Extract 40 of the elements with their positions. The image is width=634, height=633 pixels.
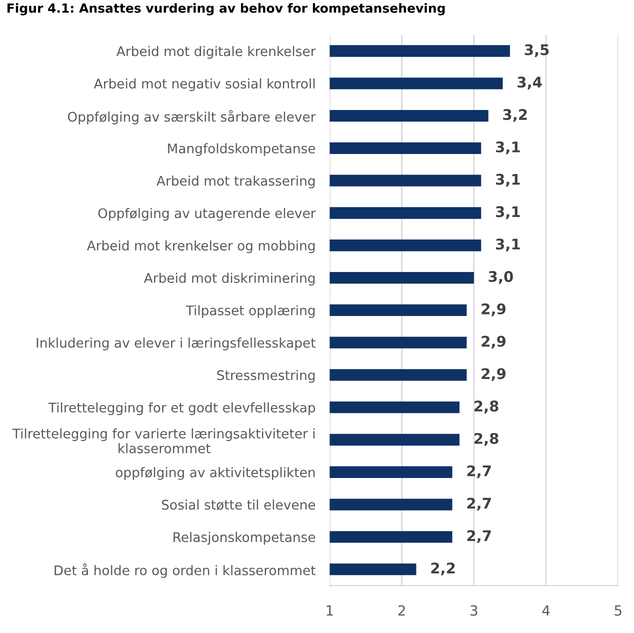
data-label: 2,7 [467, 465, 491, 478]
y-tick-label: oppfølging av aktivitetsplikten [116, 467, 315, 480]
data-label: 2,8 [474, 400, 498, 414]
data-label: 2,2 [431, 562, 455, 576]
y-tick-label: Arbeid mot trakassering [156, 176, 315, 188]
data-label: 2,7 [467, 498, 491, 511]
x-tick-label: 2 [398, 605, 405, 616]
data-label: 2,9 [482, 336, 506, 349]
x-tick-label: 3 [470, 605, 478, 616]
text: Figur 4.1: Ansattes vurdering av behov for kompetanseheving [7, 3, 445, 16]
x-tick-label: 5 [614, 605, 622, 616]
data-label: 3,2 [503, 109, 527, 122]
data-label: 2,8 [474, 432, 498, 446]
y-tick-label: Relasjonskompetanse [174, 532, 316, 545]
data-label: 3,1 [496, 238, 520, 252]
y-tick-label: Arbeid mot krenkelser og mobbing [86, 240, 315, 254]
y-tick-label: Oppfølging av særskilt sårbare elever [68, 110, 316, 124]
data-label: 2,9 [482, 303, 506, 316]
y-tick-label: Arbeid mot negativ sosial kontroll [94, 78, 315, 92]
y-tick-label: Tilpasset opplæring [186, 305, 315, 318]
data-label: 3,1 [496, 141, 520, 154]
y-tick-label: Det å holde ro og orden i klasserommet [54, 564, 316, 578]
data-label: 3,4 [518, 76, 542, 90]
y-tick-label: Sosial støtte til elevene [162, 500, 316, 510]
data-label: 3,1 [496, 206, 520, 220]
data-label: 3,5 [524, 44, 549, 58]
data-label: 3,0 [488, 270, 513, 284]
y-tick-label: Arbeid mot digitale krenkelser [116, 46, 316, 59]
y-tick-label: Inkludering av elever i læringsfellesskapet [36, 338, 316, 350]
y-tick-label: Arbeid mot diskriminering [144, 272, 315, 286]
data-label: 3,1 [496, 174, 520, 187]
data-label: 2,7 [467, 530, 491, 544]
x-tick-label: 1 [326, 605, 333, 616]
data-label: 2,9 [482, 368, 506, 382]
y-tick-label: Mangfoldskompetanse [168, 143, 316, 156]
y-tick-label: Oppfølging av utagerende elever [98, 208, 316, 221]
y-tick-label: Tilrettelegging for et godt elevfellesskap [48, 402, 316, 416]
x-tick-label: 4 [542, 605, 550, 616]
y-tick-label: Stressmestring [217, 370, 315, 383]
y-tick-label: Tilrettelegging for varierte læringsaktiviteter i klasserommet [12, 428, 315, 454]
